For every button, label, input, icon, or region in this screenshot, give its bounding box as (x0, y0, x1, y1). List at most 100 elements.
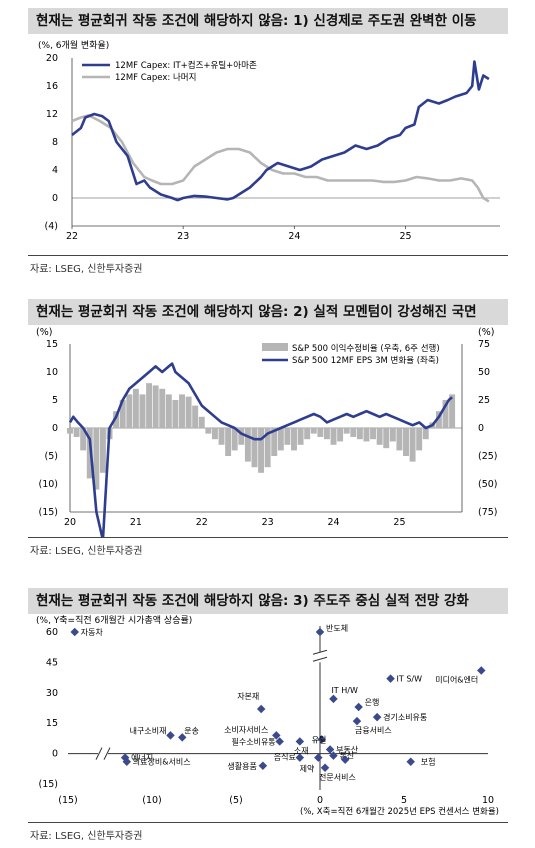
chart-2-bar (205, 428, 212, 434)
chart-3-point (272, 731, 281, 740)
chart-3-point-label: 에너지 (131, 753, 153, 763)
chart-1-legend-label: 12MF Capex: IT+컴즈+유틸+아마존 (115, 60, 257, 71)
chart-3-point (295, 753, 305, 762)
chart-2-separator (28, 537, 508, 538)
chart-1-svg: (%, 6개월 변화율) (4) 0 4 8 12 16 20 22 23 24 25 12MF Cap… (38, 39, 500, 242)
chart-2-bar (409, 428, 416, 462)
chart-3-point-label: 전문서비스 (319, 772, 356, 782)
chart-2-bar (370, 428, 377, 440)
chart-3-point (315, 627, 325, 637)
chart-2-bar (297, 428, 304, 445)
chart-3-point (329, 751, 338, 760)
chart-2-bar (67, 428, 73, 434)
chart-1-y-unit: (%, 6개월 변화율) (38, 39, 109, 51)
chart-1-ytick: 20 (46, 53, 58, 64)
chart-2-ytick-left: (5) (45, 451, 58, 462)
chart-2-bar (119, 400, 126, 428)
chart-2-title: 현재는 평균회귀 작동 조건에 해당하지 않음: 2) 실적 모멘텀이 강성해진… (28, 299, 508, 325)
chart-3-point (352, 716, 362, 726)
chart-3-point (317, 735, 326, 744)
chart-2-ytick-left: 15 (46, 339, 58, 350)
chart-3-y-break-mark (312, 649, 328, 662)
chart-2-xtick: 21 (130, 517, 142, 528)
chart-1-xtick: 22 (66, 231, 78, 242)
chart-3-y-unit: (%, Y축=직전 6개월간 시가총액 상승률) (36, 614, 192, 626)
chart-2-bar (152, 385, 159, 428)
chart-3-point-label: 내구소비재 (130, 726, 167, 735)
chart-2-bar (211, 428, 218, 440)
chart-2-xtick: 23 (262, 517, 274, 528)
chart-2-bar (383, 428, 390, 449)
chart-3-point (340, 755, 350, 764)
chart-2-bar (93, 428, 100, 490)
chart-3-xtick: (15) (58, 795, 78, 806)
chart-3-point-label: 부동산 (336, 745, 359, 755)
chart-3-xtick: (10) (142, 795, 162, 806)
chart-3-point-label: 운송 (184, 726, 199, 735)
chart-2-ytick-right: (75) (478, 507, 498, 518)
chart-2-ytick-left: 10 (46, 367, 58, 378)
chart-2-bar (304, 428, 311, 440)
chart-3-point (258, 761, 268, 771)
chart-1-title: 현재는 평균회귀 작동 조건에 해당하지 않음: 1) 신경제로 주도권 완벽한… (28, 8, 508, 34)
chart-3-point-label: 은행 (365, 697, 380, 707)
chart-1-xtick: 24 (288, 231, 300, 242)
chart-3-point-label: 미디어&엔터 (435, 675, 478, 685)
chart-2-bar (376, 428, 383, 445)
chart-1-ytick: (4) (45, 221, 58, 232)
chart-2-bar (172, 400, 179, 428)
chart-2-xtick: 22 (196, 517, 208, 528)
chart-2-bar (113, 411, 120, 428)
chart-3-point (406, 757, 415, 766)
chart-2-bar (363, 428, 370, 442)
chart-2-bar (146, 383, 153, 428)
chart-1-ytick: 4 (52, 165, 58, 176)
chart-2-bar (271, 428, 278, 456)
chart-2-bar (198, 416, 205, 428)
chart-2-eps-line (68, 362, 453, 538)
chart-3-x-break-mark (95, 747, 111, 760)
chart-3-ytick: 30 (46, 688, 58, 699)
chart-3-point (166, 731, 175, 740)
chart-2-bar (264, 428, 271, 468)
chart-2-bar (422, 428, 429, 440)
chart-2-bar (179, 394, 185, 428)
chart-3-ytick: 0 (52, 749, 58, 760)
chart-2-bar (416, 428, 423, 451)
chart-3-point (386, 674, 395, 683)
chart-1-series-line (71, 114, 490, 203)
chart-2-bar (277, 428, 284, 451)
chart-3-point-label: 통신 (339, 752, 354, 761)
chart-3-point-label: 자본재 (237, 692, 259, 701)
chart-2-legend-label: S&P 500 12MF EPS 3M 변화율 (좌축) (292, 355, 439, 366)
chart-2-bar (159, 388, 166, 428)
chart-2-ytick-left: 0 (52, 423, 58, 434)
chart-3-xtick: 5 (401, 795, 407, 806)
chart-2-bar (225, 428, 232, 456)
chart-2-ytick-right: 75 (478, 339, 490, 350)
chart-2-bar (291, 428, 297, 451)
chart-2-bar (238, 428, 245, 445)
chart-1-ytick: 12 (46, 109, 58, 120)
chart-3-xtick: 10 (482, 795, 494, 806)
chart-2-bar (310, 428, 317, 434)
chart-3-point (477, 666, 486, 675)
chart-3-point-label: 금융서비스 (355, 726, 392, 735)
chart-2-bar (356, 428, 363, 440)
chart-2-bar (330, 428, 337, 445)
chart-2-bar (284, 428, 291, 445)
chart-3-x-unit: (%, X축=직전 6개월간 2025년 EPS 컨센서스 변화율) (300, 806, 499, 817)
chart-3-point-label: 생활용품 (227, 761, 256, 771)
chart-3-point-label: 필수소비유통 (232, 736, 276, 746)
chart-2-ytick-right: (25) (478, 451, 498, 462)
chart-3-point-label: 소비자서비스 (224, 725, 268, 734)
chart-3-point-label: 자동차 (81, 628, 104, 637)
chart-2-ytick-right: 25 (478, 395, 490, 406)
chart-3-point (314, 753, 323, 762)
chart-2-source: 자료: LSEG, 신한투자증권 (30, 546, 143, 557)
chart-2-xtick: 20 (64, 517, 76, 528)
chart-3-separator (28, 822, 508, 823)
chart-1-series-line (71, 60, 490, 202)
chart-2-xtick: 24 (328, 517, 340, 528)
chart-3-xtick: 0 (317, 795, 323, 806)
